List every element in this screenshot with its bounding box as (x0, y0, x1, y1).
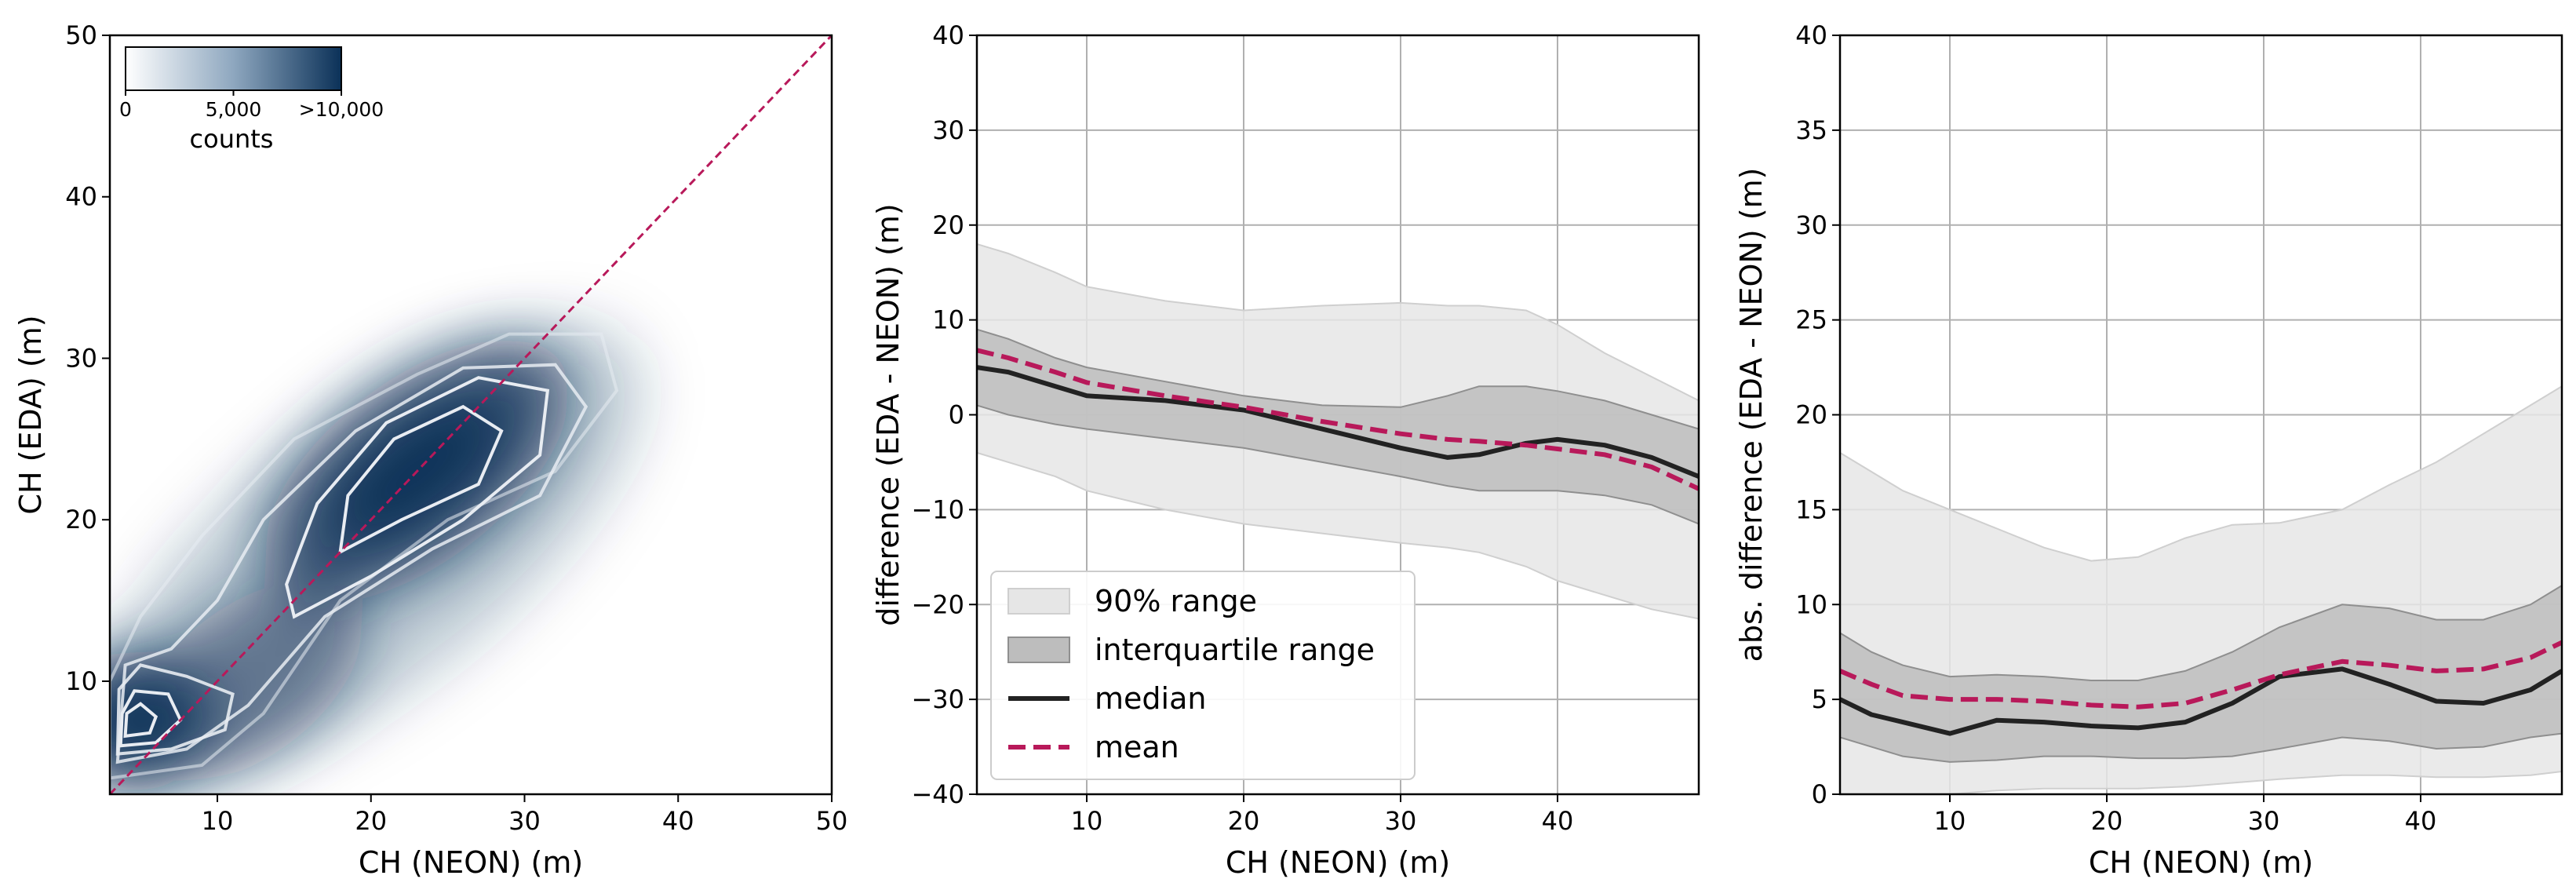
y-tick-label: 25 (1795, 305, 1827, 335)
y-tick-label: 20 (65, 505, 97, 534)
colorbar-tick-label: >10,000 (299, 98, 384, 121)
y-tick-label: 35 (1795, 115, 1827, 145)
contour-line (110, 332, 619, 780)
y-tick-label: 30 (65, 343, 97, 373)
y-tick-label: 10 (65, 666, 97, 696)
median-line (1840, 666, 2562, 736)
median-line (977, 365, 1699, 479)
x-axis-label: CH (NEON) (m) (1226, 845, 1450, 880)
y-tick-label: 20 (932, 210, 964, 240)
legend-swatch-range90 (1007, 588, 1070, 615)
iqr-band (1840, 584, 2562, 763)
colorbar-tick-label: 5,000 (206, 98, 262, 121)
contour-line (118, 689, 183, 748)
y-tick-label: 0 (1812, 779, 1827, 809)
y-tick-label: 5 (1812, 684, 1827, 714)
contour-line (338, 404, 504, 555)
y-tick-label: 10 (1795, 589, 1827, 619)
x-axis-label: CH (NEON) (m) (359, 845, 583, 880)
y-axis-label: difference (EDA - NEON) (m) (871, 203, 905, 626)
axes-frame (975, 34, 1700, 796)
legend-label: mean (1095, 730, 1179, 764)
y-tick-label: −30 (911, 684, 964, 714)
y-tick-label: 50 (65, 20, 97, 50)
contour-line (285, 376, 550, 619)
colorbar (125, 46, 342, 91)
mean-line (977, 348, 1699, 491)
y-tick-label: 15 (1795, 494, 1827, 524)
legend-label: median (1095, 681, 1206, 716)
series-layer (1840, 385, 2562, 794)
y-tick-label: 0 (949, 400, 964, 430)
y-tick-label: −20 (911, 589, 964, 619)
contour-line (115, 663, 235, 756)
x-tick-label: 40 (662, 806, 694, 836)
x-tick-label: 40 (1542, 806, 1574, 836)
iqr-band (977, 328, 1699, 525)
colorbar-label: counts (190, 124, 274, 154)
x-tick-label: 30 (508, 806, 541, 836)
y-tick-label: 10 (932, 305, 964, 335)
y-tick-label: 40 (1795, 20, 1827, 50)
x-tick-label: 40 (2405, 806, 2437, 836)
contour-line (115, 363, 588, 764)
y-tick-label: 30 (932, 115, 964, 145)
y-tick-label: −40 (911, 779, 964, 809)
y-tick-label: −10 (911, 494, 964, 524)
x-tick-label: 10 (1071, 806, 1103, 836)
density-layer (110, 35, 832, 794)
y-tick-label: 30 (1795, 210, 1827, 240)
y-axis-label: CH (EDA) (m) (13, 315, 48, 514)
x-tick-label: 20 (355, 806, 387, 836)
density-mode-region (110, 651, 208, 793)
x-tick-label: 30 (1385, 806, 1417, 836)
legend-label: interquartile range (1095, 633, 1375, 667)
legend-swatch-iqr (1007, 636, 1070, 663)
y-tick-label: 20 (1795, 400, 1827, 430)
one-to-one-line (110, 35, 832, 794)
legend-box (990, 571, 1416, 780)
x-tick-label: 30 (2248, 806, 2280, 836)
contour-line (123, 702, 158, 739)
legend-label: 90% range (1095, 584, 1257, 618)
series-layer (977, 243, 1699, 620)
x-tick-label: 10 (202, 806, 234, 836)
x-tick-label: 20 (2091, 806, 2123, 836)
axes-frame (1838, 34, 2563, 796)
y-axis-label: abs. difference (EDA - NEON) (m) (1734, 168, 1769, 662)
x-axis-label: CH (NEON) (m) (2089, 845, 2313, 880)
y-tick-label: 40 (932, 20, 964, 50)
contour-lines (110, 332, 619, 780)
x-tick-label: 10 (1934, 806, 1966, 836)
x-tick-label: 50 (816, 806, 848, 836)
y-tick-label: 40 (65, 182, 97, 212)
x-tick-label: 20 (1228, 806, 1260, 836)
colorbar-tick-label: 0 (119, 98, 132, 121)
axes-frame (108, 34, 833, 796)
